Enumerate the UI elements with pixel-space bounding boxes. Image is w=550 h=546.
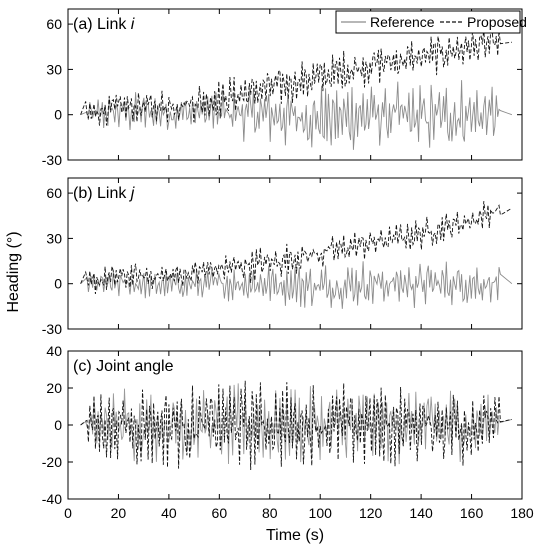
x-tick-label: 100 [309,505,333,521]
y-tick-label: 0 [54,107,62,123]
x-tick-label: 0 [64,505,72,521]
series-line-proposed [80,28,512,126]
x-tick-label: 80 [262,505,278,521]
y-tick-label: 30 [46,61,62,77]
y-tick-label: 0 [54,276,62,292]
y-tick-label: -40 [42,491,62,507]
x-tick-label: 140 [409,505,433,521]
y-tick-label: 20 [46,380,62,396]
legend: Reference Proposed [335,10,527,34]
legend-box [335,10,521,34]
panel-3: -40 -20 0 20 40 0 20 40 60 80 100 120 140 160 180 Time … [42,343,534,544]
y-tick-label: -30 [42,321,62,337]
panel-1: -30 0 30 60 (a) Link i Reference Proposed [42,8,527,168]
panel-2: -30 0 30 60 (b) Link j [42,177,523,337]
panel-title: (b) Link j [73,185,135,202]
y-tick-label: 60 [46,16,62,32]
panel-title: (a) Link i [73,16,135,33]
y-tick-label: -30 [42,152,62,168]
series-line-reference [80,80,513,150]
y-tick-label: 30 [46,230,62,246]
y-tick-label: -20 [42,454,62,470]
x-tick-label: 120 [359,505,383,521]
x-tick-label: 60 [212,505,228,521]
y-tick-label: 0 [54,417,62,433]
series-line-proposed [80,201,513,295]
series-line-proposed [80,380,512,471]
series-line-reference [80,261,513,309]
x-tick-label: 40 [161,505,177,521]
plot-frame [67,177,523,330]
y-tick-label: 60 [46,185,62,201]
x-tick-label: 20 [111,505,127,521]
legend-label-reference: Reference [370,14,435,30]
panel-title: (c) Joint angle [73,358,174,375]
x-tick-label: 180 [510,505,534,521]
shared-y-axis-label: Heading (°) [5,231,22,312]
plot-frame [67,8,523,161]
x-axis-label: Time (s) [266,527,324,544]
legend-label-proposed: Proposed [467,14,527,30]
y-tick-label: 40 [46,343,62,359]
x-tick-label: 160 [460,505,484,521]
chart-panels: -30 0 30 60 (a) Link i Reference Proposed -30 0 3… [42,8,534,544]
series-line-reference [80,383,513,465]
